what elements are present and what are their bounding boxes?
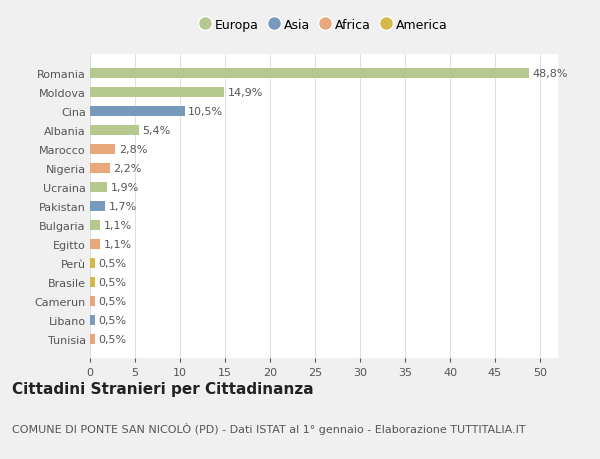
Bar <box>90 163 110 174</box>
Text: 14,9%: 14,9% <box>228 88 263 98</box>
Text: 0,5%: 0,5% <box>98 277 126 287</box>
Bar <box>90 220 100 231</box>
Bar <box>90 202 106 212</box>
Text: 5,4%: 5,4% <box>142 126 170 136</box>
Text: 1,1%: 1,1% <box>104 220 131 230</box>
Text: 1,1%: 1,1% <box>104 240 131 249</box>
Text: 0,5%: 0,5% <box>98 258 126 269</box>
Text: 10,5%: 10,5% <box>188 107 223 117</box>
Bar <box>90 126 139 136</box>
Text: 1,7%: 1,7% <box>109 202 137 212</box>
Text: 2,2%: 2,2% <box>113 164 142 174</box>
Bar <box>90 315 95 325</box>
Bar <box>90 88 224 98</box>
Text: Cittadini Stranieri per Cittadinanza: Cittadini Stranieri per Cittadinanza <box>12 381 314 396</box>
Text: 2,8%: 2,8% <box>119 145 147 155</box>
Text: 0,5%: 0,5% <box>98 296 126 306</box>
Bar <box>90 69 529 79</box>
Bar <box>90 258 95 269</box>
Bar <box>90 334 95 344</box>
Text: 48,8%: 48,8% <box>533 69 568 79</box>
Text: 1,9%: 1,9% <box>111 183 139 193</box>
Bar <box>90 296 95 307</box>
Bar <box>90 145 115 155</box>
Bar <box>90 239 100 250</box>
Text: COMUNE DI PONTE SAN NICOLÒ (PD) - Dati ISTAT al 1° gennaio - Elaborazione TUTTIT: COMUNE DI PONTE SAN NICOLÒ (PD) - Dati I… <box>12 422 526 434</box>
Text: 0,5%: 0,5% <box>98 334 126 344</box>
Bar <box>90 182 107 193</box>
Bar <box>90 277 95 287</box>
Text: 0,5%: 0,5% <box>98 315 126 325</box>
Legend: Europa, Asia, Africa, America: Europa, Asia, Africa, America <box>200 19 448 32</box>
Bar <box>90 106 185 117</box>
